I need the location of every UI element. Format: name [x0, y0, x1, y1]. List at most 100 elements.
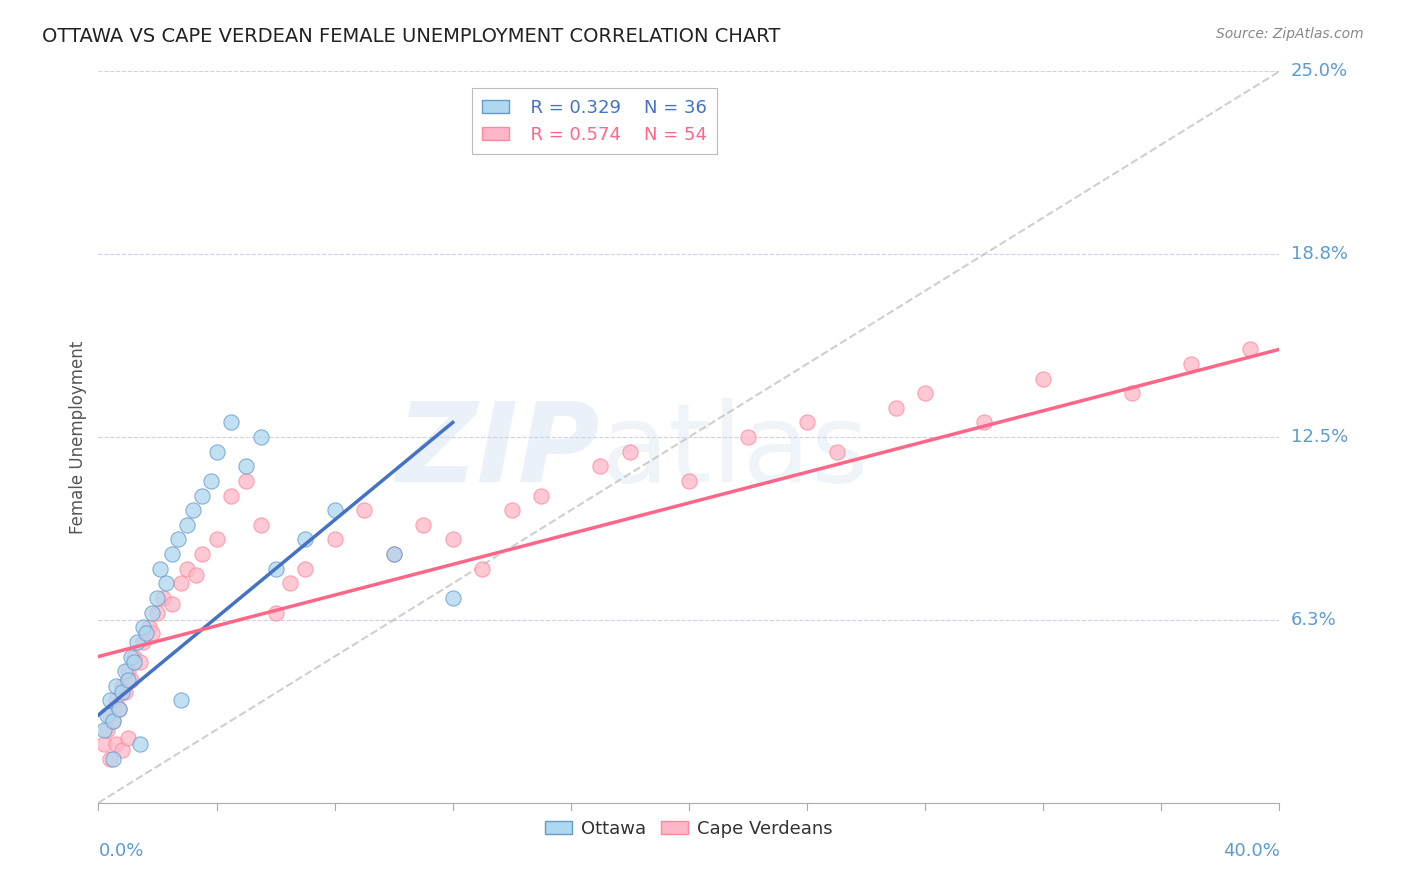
Point: [914, 386, 936, 401]
Point: [294, 533, 316, 547]
Point: [973, 416, 995, 430]
Text: 25.0%: 25.0%: [1291, 62, 1348, 80]
Point: [250, 517, 273, 532]
Point: [96, 708, 118, 723]
Text: 40.0%: 40.0%: [1223, 842, 1279, 860]
Point: [103, 714, 125, 728]
Point: [825, 444, 848, 458]
Point: [221, 489, 243, 503]
Point: [1239, 343, 1261, 357]
Text: atlas: atlas: [600, 398, 869, 505]
Point: [737, 430, 759, 444]
Point: [264, 606, 287, 620]
Point: [589, 459, 612, 474]
Point: [111, 743, 134, 757]
Point: [132, 635, 155, 649]
Point: [146, 591, 169, 605]
Point: [103, 752, 125, 766]
Point: [98, 693, 121, 707]
Point: [114, 684, 136, 698]
Point: [141, 606, 163, 620]
Point: [128, 656, 150, 670]
Point: [120, 673, 142, 687]
Text: 0.0%: 0.0%: [98, 842, 143, 860]
Point: [152, 591, 174, 605]
Point: [122, 649, 145, 664]
Point: [111, 679, 134, 693]
Point: [235, 474, 257, 488]
Text: ZIP: ZIP: [396, 398, 600, 505]
Point: [96, 723, 118, 737]
Point: [114, 664, 136, 678]
Point: [619, 444, 641, 458]
Point: [530, 489, 553, 503]
Point: [323, 503, 346, 517]
Point: [170, 576, 193, 591]
Point: [382, 547, 405, 561]
Point: [111, 684, 134, 698]
Point: [122, 656, 145, 670]
Text: 12.5%: 12.5%: [1291, 428, 1348, 446]
Point: [191, 547, 214, 561]
Point: [323, 533, 346, 547]
Point: [117, 673, 139, 687]
Point: [176, 562, 198, 576]
Legend: Ottawa, Cape Verdeans: Ottawa, Cape Verdeans: [538, 813, 839, 845]
Text: 18.8%: 18.8%: [1291, 245, 1347, 263]
Point: [796, 416, 818, 430]
Point: [441, 533, 464, 547]
Point: [105, 679, 128, 693]
Point: [162, 547, 183, 561]
Point: [176, 517, 198, 532]
Point: [128, 737, 150, 751]
Point: [108, 702, 131, 716]
Point: [167, 533, 190, 547]
Point: [146, 606, 169, 620]
Point: [221, 416, 243, 430]
Point: [205, 533, 228, 547]
Point: [200, 474, 222, 488]
Point: [108, 702, 131, 716]
Point: [170, 693, 193, 707]
Point: [412, 517, 434, 532]
Point: [117, 664, 139, 678]
Point: [117, 731, 139, 746]
Point: [382, 547, 405, 561]
Point: [471, 562, 494, 576]
Text: OTTAWA VS CAPE VERDEAN FEMALE UNEMPLOYMENT CORRELATION CHART: OTTAWA VS CAPE VERDEAN FEMALE UNEMPLOYME…: [42, 27, 780, 45]
Point: [98, 752, 121, 766]
Point: [93, 723, 115, 737]
Point: [353, 503, 375, 517]
Point: [155, 576, 177, 591]
Point: [120, 649, 142, 664]
Text: Source: ZipAtlas.com: Source: ZipAtlas.com: [1216, 27, 1364, 41]
Point: [138, 620, 160, 634]
Point: [105, 693, 128, 707]
Y-axis label: Female Unemployment: Female Unemployment: [69, 341, 87, 533]
Point: [264, 562, 287, 576]
Point: [1121, 386, 1143, 401]
Point: [1180, 357, 1202, 371]
Point: [1032, 371, 1054, 385]
Point: [205, 444, 228, 458]
Point: [103, 714, 125, 728]
Point: [191, 489, 214, 503]
Point: [441, 591, 464, 605]
Point: [141, 626, 163, 640]
Point: [884, 401, 907, 415]
Text: 6.3%: 6.3%: [1291, 611, 1336, 629]
Point: [184, 567, 207, 582]
Point: [162, 597, 183, 611]
Point: [149, 562, 172, 576]
Point: [132, 620, 155, 634]
Point: [98, 708, 121, 723]
Point: [235, 459, 257, 474]
Point: [501, 503, 523, 517]
Point: [678, 474, 700, 488]
Point: [105, 737, 128, 751]
Point: [181, 503, 204, 517]
Point: [135, 626, 157, 640]
Point: [125, 635, 148, 649]
Point: [294, 562, 316, 576]
Point: [250, 430, 273, 444]
